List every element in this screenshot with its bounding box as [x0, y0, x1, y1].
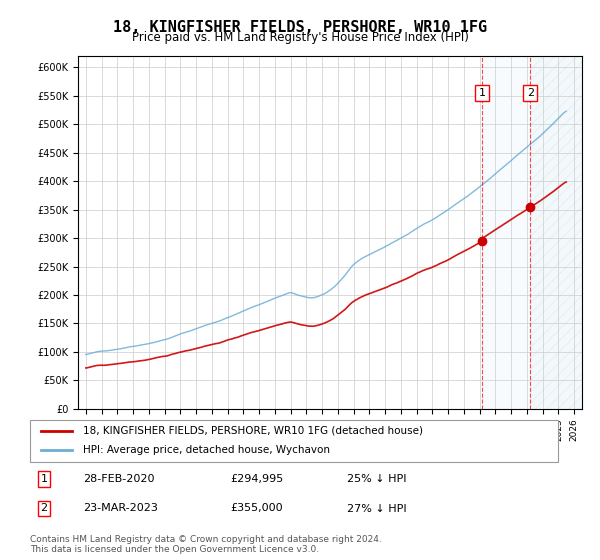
Bar	[530, 56, 582, 409]
Bar	[482, 56, 530, 409]
Text: 2: 2	[41, 503, 47, 514]
Text: 1: 1	[479, 88, 485, 98]
Text: 18, KINGFISHER FIELDS, PERSHORE, WR10 1FG (detached house): 18, KINGFISHER FIELDS, PERSHORE, WR10 1F…	[83, 426, 423, 436]
Text: 18, KINGFISHER FIELDS, PERSHORE, WR10 1FG: 18, KINGFISHER FIELDS, PERSHORE, WR10 1F…	[113, 20, 487, 35]
Text: 28-FEB-2020: 28-FEB-2020	[83, 474, 154, 484]
FancyBboxPatch shape	[30, 420, 558, 462]
Text: 1: 1	[41, 474, 47, 484]
Text: Price paid vs. HM Land Registry's House Price Index (HPI): Price paid vs. HM Land Registry's House …	[131, 31, 469, 44]
Text: HPI: Average price, detached house, Wychavon: HPI: Average price, detached house, Wych…	[83, 445, 330, 455]
Text: 27% ↓ HPI: 27% ↓ HPI	[347, 503, 406, 514]
Text: £294,995: £294,995	[230, 474, 284, 484]
Text: 25% ↓ HPI: 25% ↓ HPI	[347, 474, 406, 484]
Text: 23-MAR-2023: 23-MAR-2023	[83, 503, 158, 514]
Text: £355,000: £355,000	[230, 503, 283, 514]
Text: Contains HM Land Registry data © Crown copyright and database right 2024.
This d: Contains HM Land Registry data © Crown c…	[30, 535, 382, 554]
Text: 2: 2	[527, 88, 534, 98]
